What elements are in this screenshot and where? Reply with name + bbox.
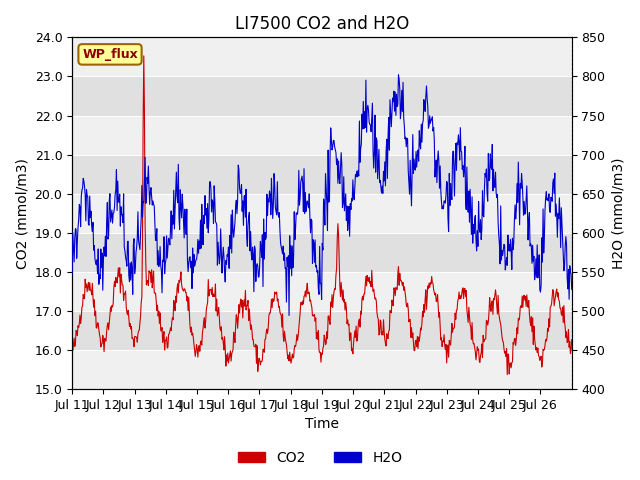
Bar (72, 194, 572, 233)
Title: LI7500 CO2 and H2O: LI7500 CO2 and H2O (235, 15, 409, 33)
Legend: CO2, H2O: CO2, H2O (232, 445, 408, 471)
Bar (72, 272, 572, 311)
Y-axis label: CO2 (mmol/m3): CO2 (mmol/m3) (15, 158, 29, 269)
Y-axis label: H2O (mmol/m3): H2O (mmol/m3) (611, 157, 625, 269)
Bar (72, 116, 572, 155)
Bar (72, 350, 572, 389)
Text: WP_flux: WP_flux (82, 48, 138, 61)
Bar (72, 37, 572, 76)
X-axis label: Time: Time (305, 418, 339, 432)
